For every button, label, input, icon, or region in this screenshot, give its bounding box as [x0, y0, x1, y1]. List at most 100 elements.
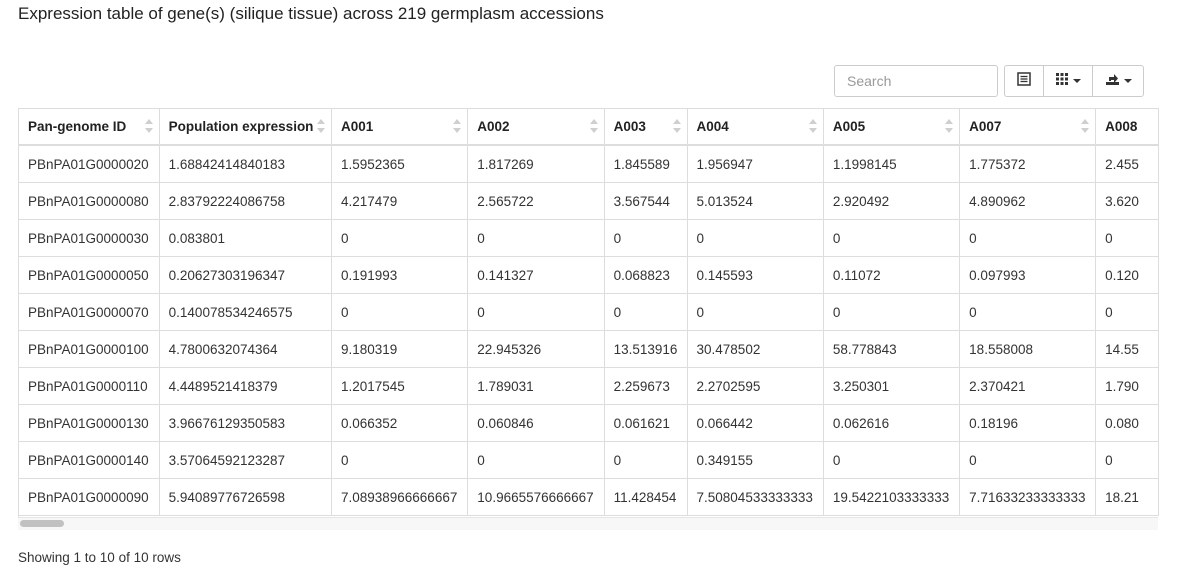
- expression-table: Pan-genome ID Population expression A001 A0…: [19, 109, 1159, 516]
- table-cell: PBnPA01G0000080: [19, 182, 160, 220]
- table-cell: 0: [959, 293, 1097, 331]
- table-cell: 0.061621: [604, 404, 688, 442]
- table-cell: 0.062616: [823, 404, 961, 442]
- table-cell: 0.11072: [823, 256, 961, 294]
- export-icon: [1105, 72, 1120, 91]
- column-header-label: A005: [832, 119, 866, 134]
- column-header[interactable]: Pan-genome ID: [19, 109, 160, 146]
- chevron-down-icon: [1123, 79, 1132, 83]
- sort-icon: [589, 119, 598, 133]
- table-cell: 3.567544: [604, 182, 688, 220]
- sort-icon: [316, 119, 325, 133]
- column-header-label: A007: [969, 119, 1002, 134]
- search-input[interactable]: [834, 65, 998, 97]
- sort-icon: [1081, 119, 1090, 133]
- table-cell: 0.120: [1095, 256, 1159, 294]
- table-cell: PBnPA01G0000030: [19, 219, 160, 257]
- list-view-icon: [1017, 71, 1031, 91]
- column-header-label: A003: [613, 119, 646, 134]
- column-header-label: A008: [1105, 119, 1138, 134]
- column-header-label: A001: [340, 119, 374, 134]
- table-cell: 0: [1095, 441, 1159, 479]
- table-cell: PBnPA01G0000140: [19, 441, 160, 479]
- table-row: PBnPA01G0000130 3.96676129350583 0.066352 0…: [19, 404, 1159, 442]
- column-header[interactable]: Population expression: [159, 109, 332, 146]
- table-cell: 0: [959, 441, 1097, 479]
- columns-grid-icon: [1055, 72, 1069, 91]
- table-cell: 0.066442: [687, 404, 824, 442]
- table-cell: 0.18196: [959, 404, 1097, 442]
- table-cell: 2.370421: [959, 367, 1097, 405]
- table-cell: 2.455: [1095, 145, 1159, 183]
- toolbar-button-group: [1004, 65, 1144, 97]
- column-header[interactable]: A001: [331, 109, 469, 146]
- table-cell: 0.068823: [604, 256, 688, 294]
- table-cell: 1.817269: [467, 145, 605, 183]
- table-cell: 19.5422103333333: [823, 478, 961, 516]
- table-cell: 1.2017545: [331, 367, 469, 405]
- table-cell: 4.217479: [331, 182, 469, 220]
- table-cell: 7.08938966666667: [331, 478, 469, 516]
- table-cell: PBnPA01G0000110: [19, 367, 160, 405]
- table-cell: 22.945326: [467, 330, 605, 368]
- table-row: PBnPA01G0000030 0.083801 0 0 0 0 0 0 0: [19, 219, 1159, 257]
- table-cell: 3.620: [1095, 182, 1159, 220]
- table-cell: 0.141327: [467, 256, 605, 294]
- table-cell: 18.21: [1095, 478, 1159, 516]
- horizontal-scrollbar[interactable]: [18, 517, 1158, 530]
- column-header-label: Pan-genome ID: [28, 119, 127, 134]
- table-header-row: Pan-genome ID Population expression A001 A0…: [19, 109, 1159, 146]
- column-header[interactable]: A002: [467, 109, 605, 146]
- table-cell: 30.478502: [687, 330, 824, 368]
- table-cell: 4.4489521418379: [159, 367, 332, 405]
- table-cell: 7.50804533333333: [687, 478, 824, 516]
- table-cell: 3.57064592123287: [159, 441, 332, 479]
- table-row: PBnPA01G0000050 0.20627303196347 0.191993 0…: [19, 256, 1159, 294]
- table-cell: 4.890962: [959, 182, 1097, 220]
- table-cell: 1.790: [1095, 367, 1159, 405]
- column-header[interactable]: A004: [687, 109, 824, 146]
- table-row: PBnPA01G0000080 2.83792224086758 4.217479 2…: [19, 182, 1159, 220]
- table-cell: PBnPA01G0000020: [19, 145, 160, 183]
- pagination-info: Showing 1 to 10 of 10 rows: [18, 550, 181, 565]
- export-button[interactable]: [1092, 65, 1144, 97]
- table-cell: 2.2702595: [687, 367, 824, 405]
- sort-icon: [144, 119, 153, 133]
- column-header[interactable]: A005: [823, 109, 961, 146]
- table-cell: 0: [604, 441, 688, 479]
- table-cell: 18.558008: [959, 330, 1097, 368]
- table-cell: 2.83792224086758: [159, 182, 332, 220]
- column-header[interactable]: A008: [1095, 109, 1159, 146]
- columns-button[interactable]: [1043, 65, 1093, 97]
- table-cell: 4.7800632074364: [159, 330, 332, 368]
- table-cell: 11.428454: [604, 478, 688, 516]
- table-cell: 0: [331, 441, 469, 479]
- scrollbar-thumb[interactable]: [20, 520, 64, 527]
- table-cell: 0.140078534246575: [159, 293, 332, 331]
- column-header[interactable]: A003: [604, 109, 688, 146]
- column-header[interactable]: A007: [959, 109, 1097, 146]
- table-row: PBnPA01G0000070 0.140078534246575 0 0 0 0 0 0 0: [19, 293, 1159, 331]
- table-row: PBnPA01G0000110 4.4489521418379 1.2017545 1…: [19, 367, 1159, 405]
- table-cell: 13.513916: [604, 330, 688, 368]
- table-cell: 5.94089776726598: [159, 478, 332, 516]
- table-cell: 0: [823, 293, 961, 331]
- table-cell: 0: [687, 293, 824, 331]
- table-cell: 0: [1095, 219, 1159, 257]
- sort-icon: [672, 119, 681, 133]
- table-cell: 0: [604, 219, 688, 257]
- table-cell: 0: [467, 219, 605, 257]
- table-cell: 5.013524: [687, 182, 824, 220]
- table-body: PBnPA01G0000020 1.68842414840183 1.5952365…: [19, 145, 1159, 516]
- table-cell: 0.145593: [687, 256, 824, 294]
- table-row: PBnPA01G0000100 4.7800632074364 9.180319 22…: [19, 330, 1159, 368]
- toggle-view-button[interactable]: [1004, 65, 1044, 97]
- table-cell: 3.96676129350583: [159, 404, 332, 442]
- table-cell: 2.920492: [823, 182, 961, 220]
- table-cell: 0.083801: [159, 219, 332, 257]
- table-cell: PBnPA01G0000050: [19, 256, 160, 294]
- table-cell: PBnPA01G0000130: [19, 404, 160, 442]
- table-cell: 0: [687, 219, 824, 257]
- table-cell: 1.68842414840183: [159, 145, 332, 183]
- table-cell: 9.180319: [331, 330, 469, 368]
